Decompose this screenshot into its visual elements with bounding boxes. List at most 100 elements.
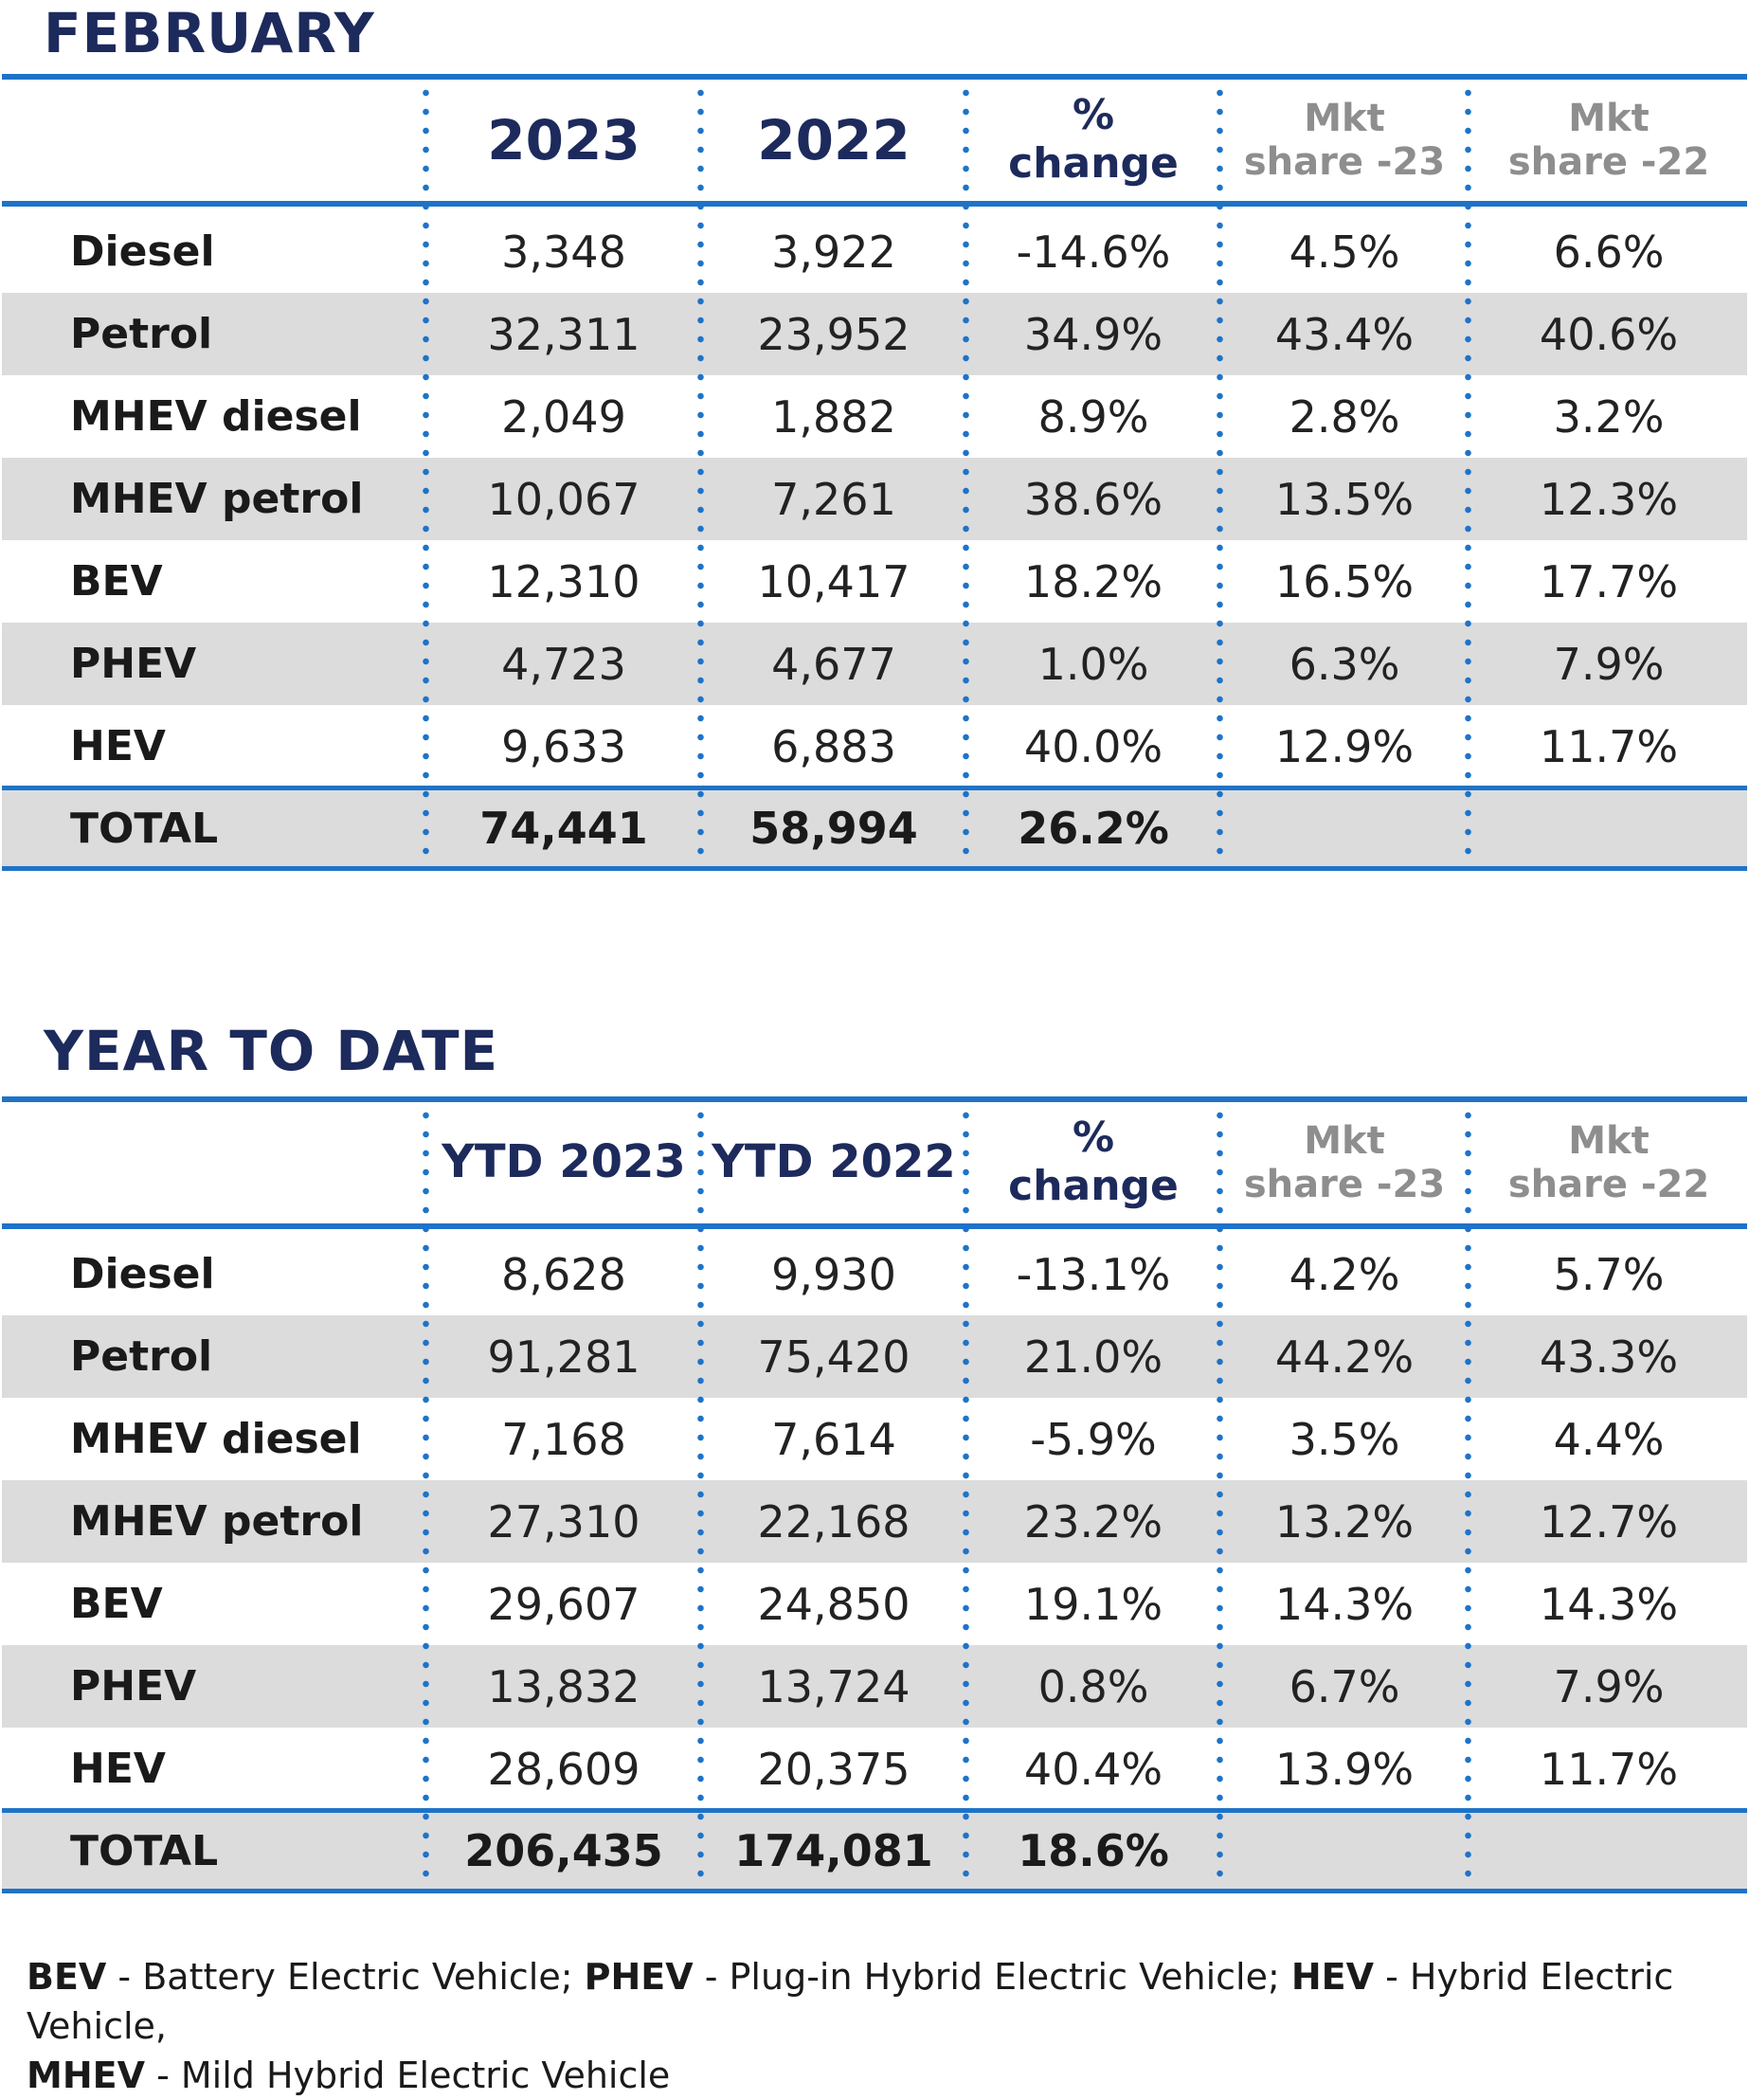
ytd-header-col2: YTD 2022 — [701, 1102, 966, 1223]
market-share-23: 14.3% — [1274, 1578, 1415, 1630]
market-share-22: 17.7% — [1539, 555, 1679, 607]
february-header-col2: 2022 — [701, 80, 966, 201]
table-row: MHEV diesel 7,168 7,614 -5.9% 3.5% 4.4% — [2, 1398, 1747, 1480]
total-row: TOTAL 74,441 58,994 26.2% — [2, 790, 1747, 866]
value-2022: 7,614 — [771, 1413, 896, 1465]
footnote-phev-text: - Plug-in Hybrid Electric Vehicle; — [693, 1956, 1291, 1998]
market-share-22: 6.6% — [1553, 226, 1665, 278]
february-header-row: 2023 2022% change Mkt share -23 Mkt share -22 — [0, 80, 1749, 201]
total-2022: 58,994 — [749, 803, 918, 854]
total-2022: 174,081 — [734, 1825, 933, 1876]
value-2022: 3,922 — [771, 226, 896, 278]
footnote-phev-abbr: PHEV — [584, 1956, 694, 1998]
value-2022: 4,677 — [771, 638, 896, 690]
row-label: HEV — [70, 1745, 166, 1793]
table-row: MHEV petrol 10,067 7,261 38.6% 13.5% 12.3% — [2, 458, 1747, 540]
market-share-22: 40.6% — [1539, 308, 1679, 360]
market-share-22: 5.7% — [1553, 1248, 1665, 1300]
market-share-22: 7.9% — [1553, 1660, 1665, 1712]
value-2022: 20,375 — [757, 1743, 911, 1795]
value-2023: 4,723 — [501, 638, 626, 690]
february-column-divider — [1465, 83, 1471, 864]
ytd-total-rule — [2, 1808, 1747, 1813]
row-label: MHEV petrol — [70, 475, 364, 523]
ytd-header-col2-text: YTD 2022 — [712, 1135, 956, 1189]
value-2023: 12,310 — [487, 555, 640, 607]
row-label: Petrol — [70, 310, 213, 358]
february-header-mkt23-line1: Mkt — [1304, 97, 1385, 140]
percent-change: -5.9% — [1030, 1413, 1157, 1465]
market-share-22: 3.2% — [1553, 390, 1665, 443]
ytd-header-mkt23-line1: Mkt — [1304, 1119, 1385, 1163]
percent-change: 23.2% — [1023, 1495, 1163, 1548]
ytd-header-change-line1: % — [1072, 1113, 1115, 1163]
market-share-23: 4.5% — [1289, 226, 1400, 278]
value-2022: 22,168 — [757, 1495, 911, 1548]
table-row: BEV 29,607 24,850 19.1% 14.3% 14.3% — [2, 1563, 1747, 1645]
table-row: BEV 12,310 10,417 18.2% 16.5% 17.7% — [2, 540, 1747, 623]
value-2023: 13,832 — [487, 1660, 640, 1712]
table-row: MHEV petrol 27,310 22,168 23.2% 13.2% 12.7% — [2, 1480, 1747, 1563]
percent-change: 40.0% — [1023, 720, 1163, 772]
february-header-change-line2: change — [1008, 139, 1179, 188]
market-share-23: 13.5% — [1274, 473, 1415, 525]
february-column-divider — [963, 83, 969, 864]
market-share-22: 4.4% — [1553, 1413, 1665, 1465]
market-share-23: 13.2% — [1274, 1495, 1415, 1548]
february-header-change-line1: % — [1072, 91, 1115, 140]
percent-change: 21.0% — [1023, 1331, 1163, 1383]
ytd-header-col1: YTD 2023 — [426, 1102, 701, 1223]
ytd-header-mkt22-line2: share -22 — [1507, 1163, 1710, 1206]
value-2023: 2,049 — [501, 390, 626, 443]
february-header-change: % change — [966, 80, 1220, 201]
ytd-header-change-line2: change — [1008, 1162, 1179, 1210]
footnote: BEV - Battery Electric Vehicle; PHEV - P… — [27, 1952, 1722, 2100]
value-2022: 24,850 — [757, 1578, 911, 1630]
ytd-column-divider — [423, 1106, 429, 1887]
value-2023: 32,311 — [487, 308, 640, 360]
february-column-divider — [1217, 83, 1223, 864]
footnote-mhev-text: - Mild Hybrid Electric Vehicle — [144, 2055, 671, 2096]
february-bottom-rule — [2, 866, 1747, 871]
row-label: MHEV diesel — [70, 392, 362, 441]
market-share-22: 7.9% — [1553, 638, 1665, 690]
value-2022: 75,420 — [757, 1331, 911, 1383]
february-header-mkt22-line2: share -22 — [1507, 140, 1710, 184]
value-2023: 27,310 — [487, 1495, 640, 1548]
table-row: MHEV diesel 2,049 1,882 8.9% 2.8% 3.2% — [2, 375, 1747, 458]
february-header-mkt22-line1: Mkt — [1568, 97, 1650, 140]
ytd-header-change: % change — [966, 1102, 1220, 1223]
percent-change: 8.9% — [1037, 390, 1149, 443]
value-2023: 3,348 — [501, 226, 626, 278]
total-row: TOTAL 206,435 174,081 18.6% — [2, 1813, 1747, 1889]
ytd-column-divider — [1465, 1106, 1471, 1887]
value-2022: 1,882 — [771, 390, 896, 443]
value-2023: 29,607 — [487, 1578, 640, 1630]
market-share-22: 11.7% — [1539, 1743, 1679, 1795]
table-row: PHEV 13,832 13,724 0.8% 6.7% 7.9% — [2, 1645, 1747, 1728]
row-label: BEV — [70, 1580, 163, 1628]
market-share-22: 12.7% — [1539, 1495, 1679, 1548]
february-header-col2-text: 2022 — [757, 107, 911, 172]
market-share-23: 13.9% — [1274, 1743, 1415, 1795]
ytd-column-divider — [1217, 1106, 1223, 1887]
february-header-mkt23: Mkt share -23 — [1220, 80, 1469, 201]
table-row: HEV 28,609 20,375 40.4% 13.9% 11.7% — [2, 1728, 1747, 1810]
percent-change: 40.4% — [1023, 1743, 1163, 1795]
ytd-title: YEAR TO DATE — [44, 1019, 499, 1083]
market-share-23: 16.5% — [1274, 555, 1415, 607]
row-label: Diesel — [70, 1250, 215, 1298]
percent-change: 38.6% — [1023, 473, 1163, 525]
row-label: HEV — [70, 722, 166, 770]
value-2023: 9,633 — [501, 720, 626, 772]
percent-change: 1.0% — [1037, 638, 1149, 690]
row-label: MHEV diesel — [70, 1415, 362, 1463]
market-share-22: 11.7% — [1539, 720, 1679, 772]
table-row: Diesel 3,348 3,922 -14.6% 4.5% 6.6% — [2, 210, 1747, 293]
value-2022: 23,952 — [757, 308, 911, 360]
percent-change: 0.8% — [1037, 1660, 1149, 1712]
value-2023: 10,067 — [487, 473, 640, 525]
ytd-top-rule — [2, 1096, 1747, 1102]
market-share-23: 6.3% — [1289, 638, 1400, 690]
table-row: PHEV 4,723 4,677 1.0% 6.3% 7.9% — [2, 623, 1747, 705]
